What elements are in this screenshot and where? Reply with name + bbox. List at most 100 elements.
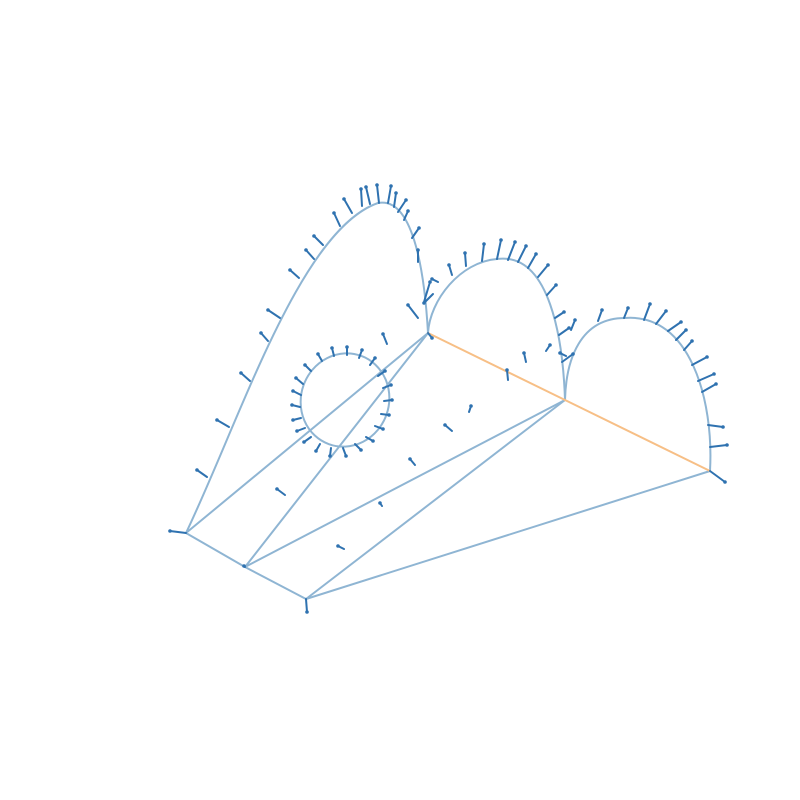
normal-arrow-tip — [344, 454, 348, 458]
normal-arrow — [527, 253, 537, 269]
normal-arrow-tip — [522, 351, 526, 355]
normal-arrow — [643, 303, 651, 321]
normal-arrow — [697, 373, 715, 382]
normal-arrow-tip — [168, 529, 172, 533]
normal-arrow — [691, 356, 708, 366]
highlighted-ridge-edge — [427, 332, 711, 472]
normal-arrow-tip — [422, 301, 426, 305]
normal-arrow-tip — [375, 183, 379, 187]
normal-arrow — [481, 243, 485, 262]
normal-arrow-tip — [648, 302, 652, 306]
normal-arrow-tip — [371, 439, 375, 443]
diagonal-edge-3 — [244, 399, 566, 568]
normal-arrow-tip — [295, 429, 299, 433]
normal-arrow-tip — [534, 252, 538, 256]
normal-arrow-tip — [554, 283, 558, 287]
normal-arrow-tip — [239, 371, 243, 375]
base-front-edge — [305, 470, 711, 600]
normal-arrow-tip — [294, 376, 298, 380]
normal-arrow — [393, 192, 397, 208]
normal-arrow-tip — [558, 351, 562, 355]
normal-arrow-tip — [416, 248, 420, 252]
normal-arrow — [387, 185, 392, 204]
normal-arrow — [537, 264, 549, 278]
normal-arrow-tip — [304, 248, 308, 252]
normal-arrow-tip — [305, 610, 309, 614]
normal-arrow — [655, 310, 667, 325]
normal-arrow-tip — [336, 544, 340, 548]
normal-arrow-tip — [303, 363, 307, 367]
normal-arrow-tip — [328, 454, 332, 458]
normal-arrow-tip — [443, 423, 447, 427]
normal-arrow-tip — [290, 403, 294, 407]
normal-arrow-tip — [408, 457, 412, 461]
normal-arrow — [675, 329, 687, 341]
normal-arrow — [546, 284, 557, 296]
normal-arrow-tip — [381, 332, 385, 336]
normal-arrow — [360, 188, 363, 207]
normal-arrow — [701, 383, 717, 393]
normal-arrow-tip — [723, 480, 727, 484]
normal-arrow-tip — [469, 404, 473, 408]
normal-arrow-tip — [373, 356, 377, 360]
normal-arrow — [313, 235, 324, 246]
normal-arrow-tip — [548, 343, 552, 347]
normal-arrow-tip — [499, 238, 503, 242]
normal-arrow-tip — [266, 308, 270, 312]
normal-arrow-tip — [573, 318, 577, 322]
normal-arrow-tip — [314, 449, 318, 453]
normal-arrow — [554, 311, 565, 319]
front-arch — [564, 316, 712, 472]
normal-arrow — [397, 199, 407, 213]
normal-arrow-tip — [389, 383, 393, 387]
mesh-edges — [185, 201, 712, 600]
normal-arrow-tip — [291, 418, 295, 422]
normal-arrow — [561, 353, 574, 363]
normal-arrow — [423, 293, 434, 304]
normal-arrow-tip — [394, 191, 398, 195]
normal-arrow-tip — [664, 309, 668, 313]
normal-arrow-tip — [428, 280, 432, 284]
normal-arrow — [667, 321, 682, 332]
normal-arrow-tip — [714, 382, 718, 386]
normal-arrow — [496, 239, 502, 260]
diagonal-edge-2 — [244, 332, 429, 568]
normal-arrow-tip — [546, 263, 550, 267]
normal-arrow-tip — [359, 187, 363, 191]
normal-arrow-tip — [447, 263, 451, 267]
normal-arrow-tip — [524, 244, 528, 248]
surface-normal-arrows — [168, 183, 729, 614]
normal-arrow — [267, 309, 281, 319]
normal-arrow-tip — [390, 398, 394, 402]
normal-arrow-tip — [332, 211, 336, 215]
normal-arrow-tip — [312, 234, 316, 238]
normal-arrow-tip — [389, 184, 393, 188]
middle-arch — [427, 257, 566, 401]
normal-arrow-tip — [330, 346, 334, 350]
normal-arrow-tip — [705, 355, 709, 359]
normal-arrow — [709, 444, 728, 448]
normal-arrow — [709, 470, 726, 483]
normal-arrow — [464, 252, 467, 267]
normal-arrow-tip — [259, 331, 263, 335]
normal-arrow — [683, 340, 693, 351]
normal-arrow — [169, 530, 187, 534]
back-arch — [185, 201, 429, 534]
normal-arrow — [343, 198, 353, 214]
normal-arrow-tip — [359, 448, 363, 452]
normal-arrow-tip — [291, 389, 295, 393]
normal-arrow-tip — [679, 320, 683, 324]
normal-arrow — [305, 598, 308, 613]
normal-arrow — [240, 372, 251, 382]
normal-arrow-tip — [513, 240, 517, 244]
normal-arrow-tip — [567, 326, 571, 330]
normal-arrow — [507, 241, 516, 261]
normal-arrow — [407, 304, 419, 319]
normal-arrow-tip — [364, 185, 368, 189]
normal-arrow-tip — [316, 352, 320, 356]
normal-arrow-tip — [626, 306, 630, 310]
diagonal-edge-4 — [305, 399, 566, 600]
normal-arrow — [196, 469, 208, 478]
normal-arrow — [216, 419, 230, 428]
